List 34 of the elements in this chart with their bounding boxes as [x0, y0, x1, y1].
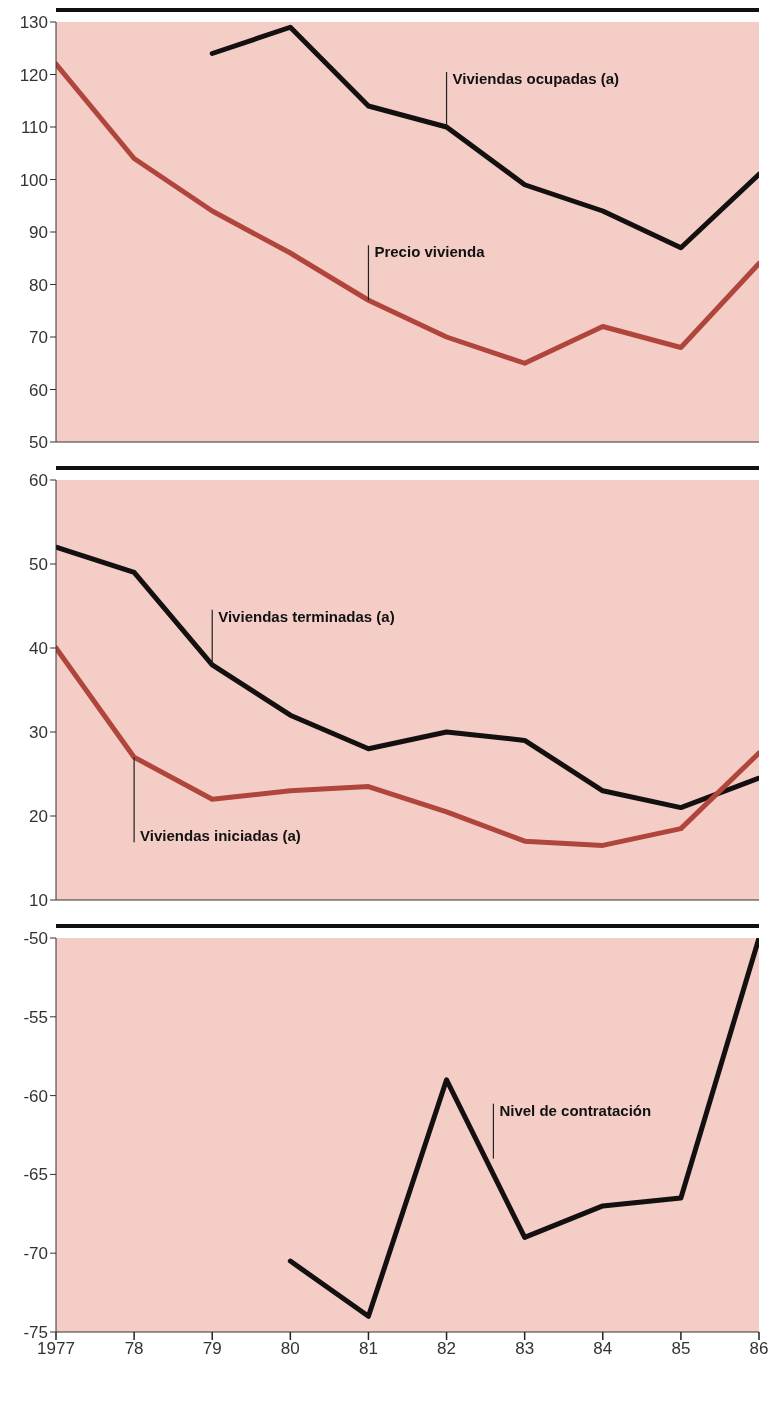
annotation: Viviendas iniciadas (a)	[140, 827, 301, 845]
annotation: Viviendas ocupadas (a)	[452, 70, 620, 87]
y-tick-label: 30	[29, 723, 48, 743]
y-tick-label: -55	[23, 1007, 48, 1027]
x-tick-label: 85	[671, 1339, 691, 1359]
x-tick-label: 86	[749, 1339, 769, 1359]
x-tick-label: 79	[202, 1339, 222, 1359]
annotation: Nivel de contratación	[499, 1101, 652, 1119]
y-tick-label: 90	[29, 223, 48, 243]
x-tick-label: 82	[437, 1339, 457, 1359]
annotation: Precio vivienda	[374, 243, 486, 261]
y-tick-label: 60	[29, 380, 48, 400]
y-tick-label: 60	[29, 471, 48, 491]
x-tick-label: 78	[124, 1339, 144, 1359]
y-tick-label: 20	[29, 807, 48, 827]
y-tick-label: 10	[29, 891, 48, 911]
y-tick-label: -70	[23, 1244, 48, 1264]
x-tick-label: 81	[358, 1339, 378, 1359]
y-tick-label: 130	[19, 13, 48, 33]
y-tick-label: -50	[23, 929, 48, 949]
x-tick-label: 83	[515, 1339, 535, 1359]
y-tick-label: 40	[29, 639, 48, 659]
y-tick-label: 80	[29, 275, 48, 295]
y-tick-label: 100	[19, 170, 48, 190]
y-tick-label: 50	[29, 555, 48, 575]
x-tick-label: 80	[280, 1339, 300, 1359]
x-tick-label: 84	[593, 1339, 613, 1359]
y-tick-label: -65	[23, 1165, 48, 1185]
y-tick-label: 120	[19, 65, 48, 85]
y-tick-label: 50	[29, 433, 48, 453]
y-tick-label: 110	[20, 118, 48, 138]
y-tick-label: -60	[23, 1086, 48, 1106]
y-tick-label: 70	[29, 328, 48, 348]
annotation: Viviendas terminadas (a)	[218, 607, 395, 625]
